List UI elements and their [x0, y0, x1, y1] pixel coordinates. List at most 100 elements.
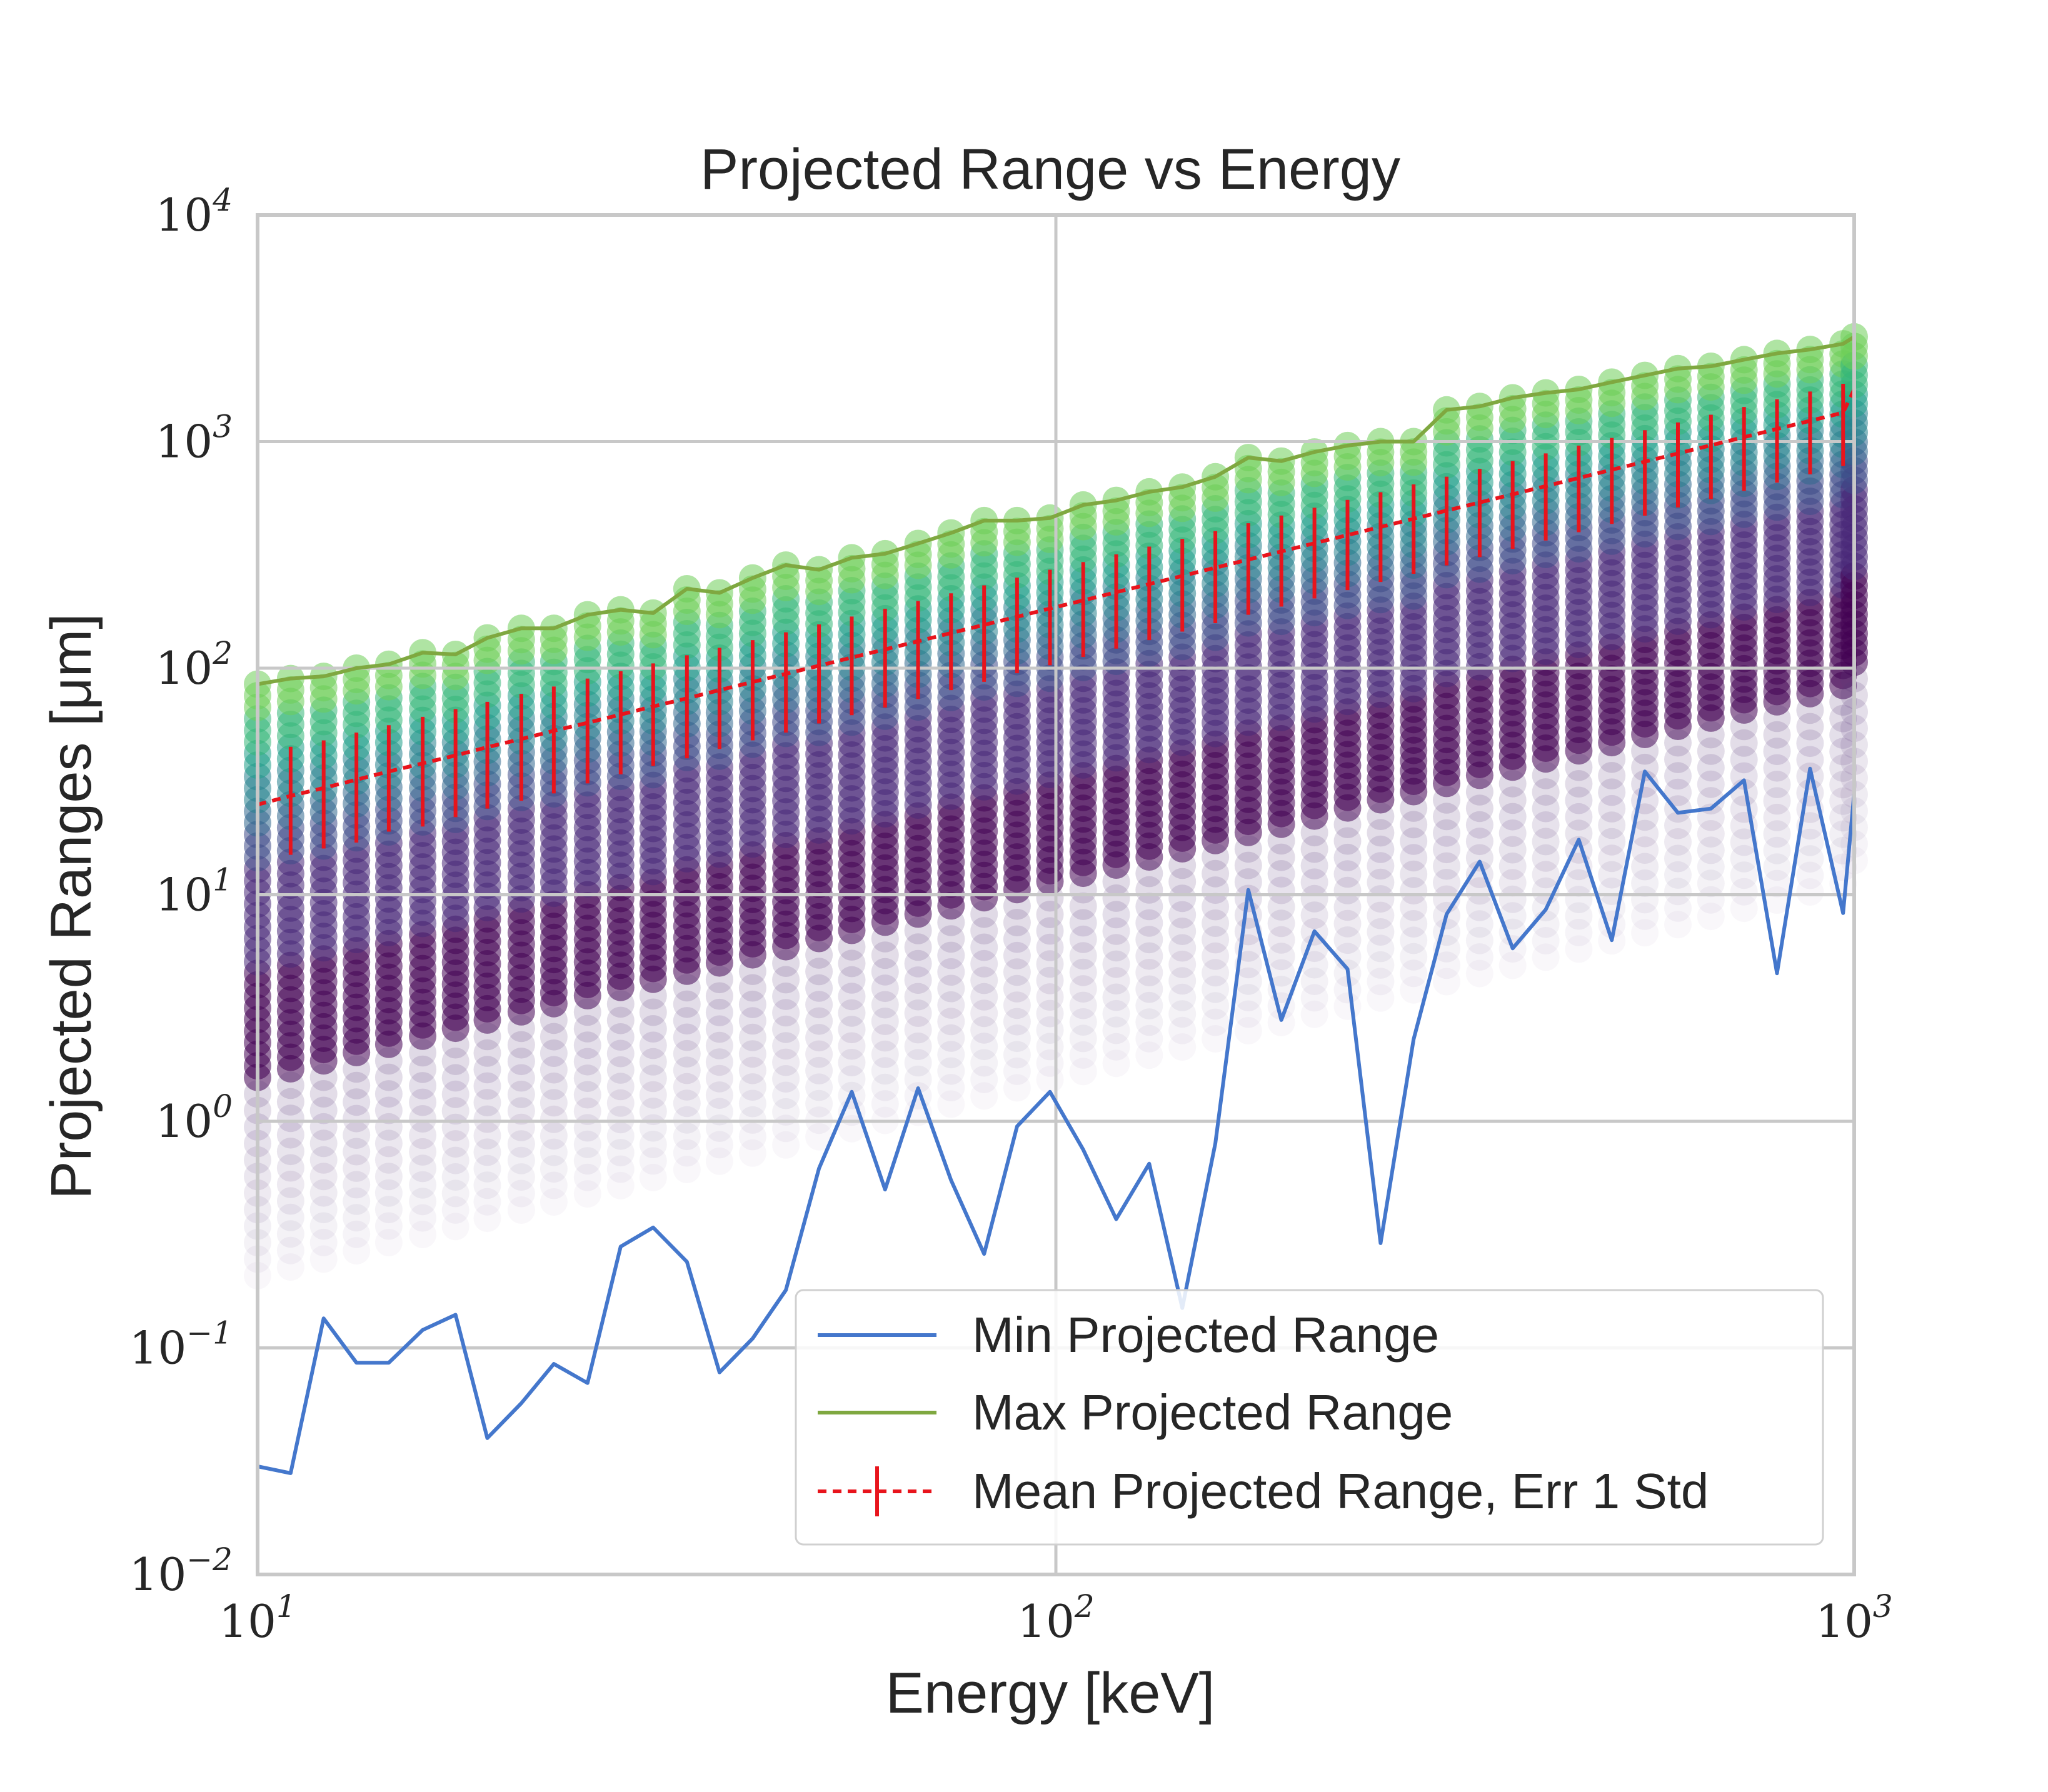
scatter-point	[871, 974, 899, 1003]
scatter-point	[1565, 753, 1593, 781]
scatter-point	[1400, 827, 1428, 855]
scatter-point	[772, 949, 800, 977]
scatter-point	[1829, 853, 1857, 881]
scatter-point	[1069, 1024, 1097, 1053]
scatter-point	[1433, 786, 1460, 814]
scatter-point	[1664, 894, 1692, 922]
scatter-point	[1234, 1017, 1262, 1044]
scatter-point	[772, 999, 800, 1027]
scatter-point	[1069, 991, 1097, 1019]
scatter-point	[1498, 885, 1527, 913]
scatter-point	[1465, 926, 1493, 954]
scatter-point	[1267, 827, 1295, 855]
scatter-point	[1234, 868, 1262, 896]
scatter-point	[1069, 1041, 1097, 1069]
scatter-point	[1333, 893, 1362, 921]
scatter-point	[1498, 786, 1527, 814]
scatter-point	[409, 1154, 437, 1183]
scatter-point	[1300, 901, 1328, 929]
scatter-point	[1202, 909, 1230, 937]
scatter-point	[1796, 696, 1824, 724]
scatter-point	[904, 983, 932, 1011]
scatter-point	[1003, 958, 1031, 986]
scatter-point	[606, 1122, 635, 1150]
scatter-point	[673, 1056, 701, 1084]
scatter-point	[639, 1015, 667, 1043]
scatter-point	[1664, 778, 1692, 806]
scatter-point	[639, 1064, 667, 1093]
scatter-point	[1631, 919, 1659, 947]
scatter-point	[1598, 861, 1626, 889]
scatter-point	[573, 1014, 601, 1043]
scatter-point	[1465, 893, 1493, 921]
y-tick-label: 101	[156, 862, 233, 921]
scatter-point	[1102, 901, 1130, 929]
scatter-point	[1730, 878, 1758, 906]
scatter-point	[507, 1080, 535, 1108]
y-tick-label: 10−1	[129, 1315, 233, 1374]
scatter-point	[441, 1080, 469, 1108]
scatter-point	[871, 924, 899, 953]
scatter-point	[1400, 794, 1428, 822]
scatter-point	[374, 1229, 403, 1256]
scatter-point	[1069, 942, 1097, 970]
scatter-point	[374, 1179, 403, 1207]
scatter-point	[1532, 861, 1560, 889]
scatter-point	[1168, 950, 1197, 978]
scatter-point	[473, 1072, 501, 1100]
scatter-point	[805, 1089, 833, 1118]
legend-box	[795, 1289, 1824, 1546]
scatter-point	[1367, 868, 1395, 896]
scatter-point	[1267, 943, 1295, 971]
scatter-point	[1598, 844, 1626, 873]
scatter-point	[606, 1171, 635, 1199]
scatter-point	[606, 1155, 635, 1183]
scatter-point	[1400, 877, 1428, 905]
scatter-point	[1135, 1008, 1163, 1036]
scatter-point	[1631, 836, 1659, 864]
scatter-point	[705, 1131, 733, 1159]
scatter-point	[441, 1213, 469, 1241]
scatter-point	[1267, 876, 1295, 904]
scatter-point	[1168, 884, 1197, 913]
scatter-point	[970, 966, 998, 994]
scatter-point	[309, 1179, 338, 1207]
scatter-point	[1664, 811, 1692, 839]
scatter-point	[1763, 771, 1791, 798]
scatter-point	[1333, 827, 1362, 855]
scatter-point	[673, 1073, 701, 1101]
scatter-point	[1234, 951, 1262, 979]
scatter-point	[540, 1188, 568, 1216]
scatter-point	[1532, 811, 1560, 839]
scatter-point	[1003, 1008, 1031, 1036]
scatter-point	[1532, 828, 1560, 856]
scatter-point	[970, 917, 998, 945]
scatter-point	[639, 1131, 667, 1158]
scatter-point	[1763, 803, 1791, 831]
scatter-point	[276, 1203, 304, 1231]
scatter-point	[540, 1171, 568, 1199]
scatter-point	[970, 1082, 998, 1110]
scatter-point	[738, 1007, 766, 1035]
scatter-point	[970, 949, 998, 978]
scatter-point	[705, 1015, 733, 1043]
scatter-point	[374, 1163, 403, 1191]
scatter-point	[1433, 836, 1460, 864]
scatter-point	[805, 1007, 833, 1035]
scatter-point	[738, 1089, 766, 1118]
scatter-point	[343, 1237, 371, 1265]
scatter-point	[1102, 884, 1130, 912]
legend-label-min: Min Projected Range	[972, 1307, 1439, 1363]
scatter-point	[1202, 926, 1230, 954]
series-lines	[256, 335, 1856, 1475]
scatter-point	[441, 1064, 469, 1092]
scatter-point	[473, 1056, 501, 1084]
scatter-point	[540, 1072, 568, 1100]
scatter-point	[1598, 811, 1626, 839]
scatter-point	[1135, 959, 1163, 986]
scatter-point	[573, 1081, 601, 1109]
scatter-point	[673, 1156, 701, 1183]
scatter-point	[639, 998, 667, 1026]
scatter-point	[1168, 851, 1197, 879]
axis-ticks: 10−2 10−1 100 101 102 103 104 101 102 103	[129, 182, 1893, 1648]
